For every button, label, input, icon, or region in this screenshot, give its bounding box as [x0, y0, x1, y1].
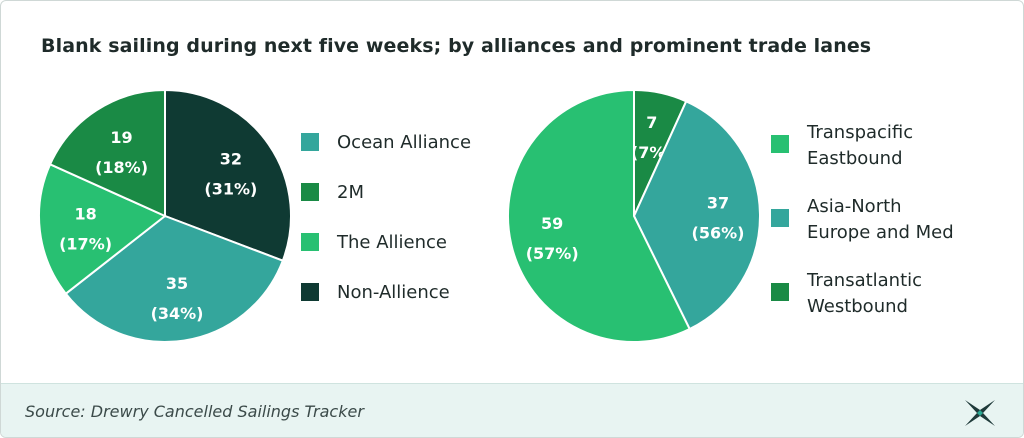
data-label-percent: (57%)	[526, 244, 579, 263]
data-label-value: 59	[541, 214, 563, 233]
data-label-value: 35	[166, 274, 188, 293]
data-label-value: 7	[646, 113, 657, 132]
legend-swatch	[301, 183, 319, 201]
data-label-value: 19	[110, 128, 132, 147]
legend-label-asia-north-europe-and-med: Asia-North Europe and Med	[807, 196, 954, 243]
legend-trade-lanes: Transpacific Eastbound Asia-North Europe an…	[771, 122, 954, 317]
data-label-percent: (56%)	[692, 224, 745, 243]
legend-swatch	[771, 135, 789, 153]
legend-label-transpacific-eastbound: Transpacific Eastbound	[806, 122, 913, 169]
legend-label-2m: 2M	[337, 182, 364, 203]
legend-swatch	[301, 283, 319, 301]
pie-slice-transpacific-eastbound	[507, 88, 691, 343]
legend-alliances: Ocean Alliance 2M The Allience Non-Allience	[301, 132, 471, 303]
drewry-logo-icon	[965, 400, 995, 426]
pie-slice-non-allience	[164, 88, 292, 262]
data-label-percent: (31%)	[204, 180, 257, 199]
footer-bar: Source: Drewry Cancelled Sailings Tracke…	[1, 383, 1023, 437]
data-label-percent: (17%)	[59, 235, 112, 254]
legend-label-ocean-alliance: Ocean Alliance	[337, 132, 471, 153]
legend-swatch	[771, 283, 789, 301]
legend-swatch	[771, 209, 789, 227]
legend-swatch	[301, 133, 319, 151]
pie-slice-2m	[48, 88, 166, 218]
chart-title: Blank sailing during next five weeks; by…	[41, 35, 872, 57]
data-label-percent: (34%)	[151, 304, 204, 323]
data-label-value: 18	[74, 205, 96, 224]
charts-canvas: 32 (31%) 35 (34%) 18 (17%) 19 (18%) Ocean Allia…	[38, 88, 954, 343]
legend-label-transatlantic-westbound: Transatlantic Westbound	[806, 270, 922, 317]
pie-slice-the-allience	[38, 162, 167, 296]
source-note: Source: Drewry Cancelled Sailings Tracke…	[25, 402, 364, 421]
data-label-percent: (18%)	[95, 158, 148, 177]
pie-slice-asia-north-europe-and-med	[632, 99, 761, 331]
legend-label-non-allience: Non-Allience	[337, 282, 450, 303]
pie-chart-trade-lanes: 7(7%)37(56%)59(57%)	[507, 88, 761, 343]
legend-swatch	[301, 233, 319, 251]
data-label-value: 37	[707, 194, 729, 213]
data-label-value: 32	[220, 150, 242, 169]
legend-label-the-allience: The Allience	[336, 232, 447, 253]
pie-slice-ocean-alliance	[64, 214, 285, 343]
pie-chart-alliances: 32 (31%) 35 (34%) 18 (17%) 19 (18%)	[38, 88, 292, 343]
